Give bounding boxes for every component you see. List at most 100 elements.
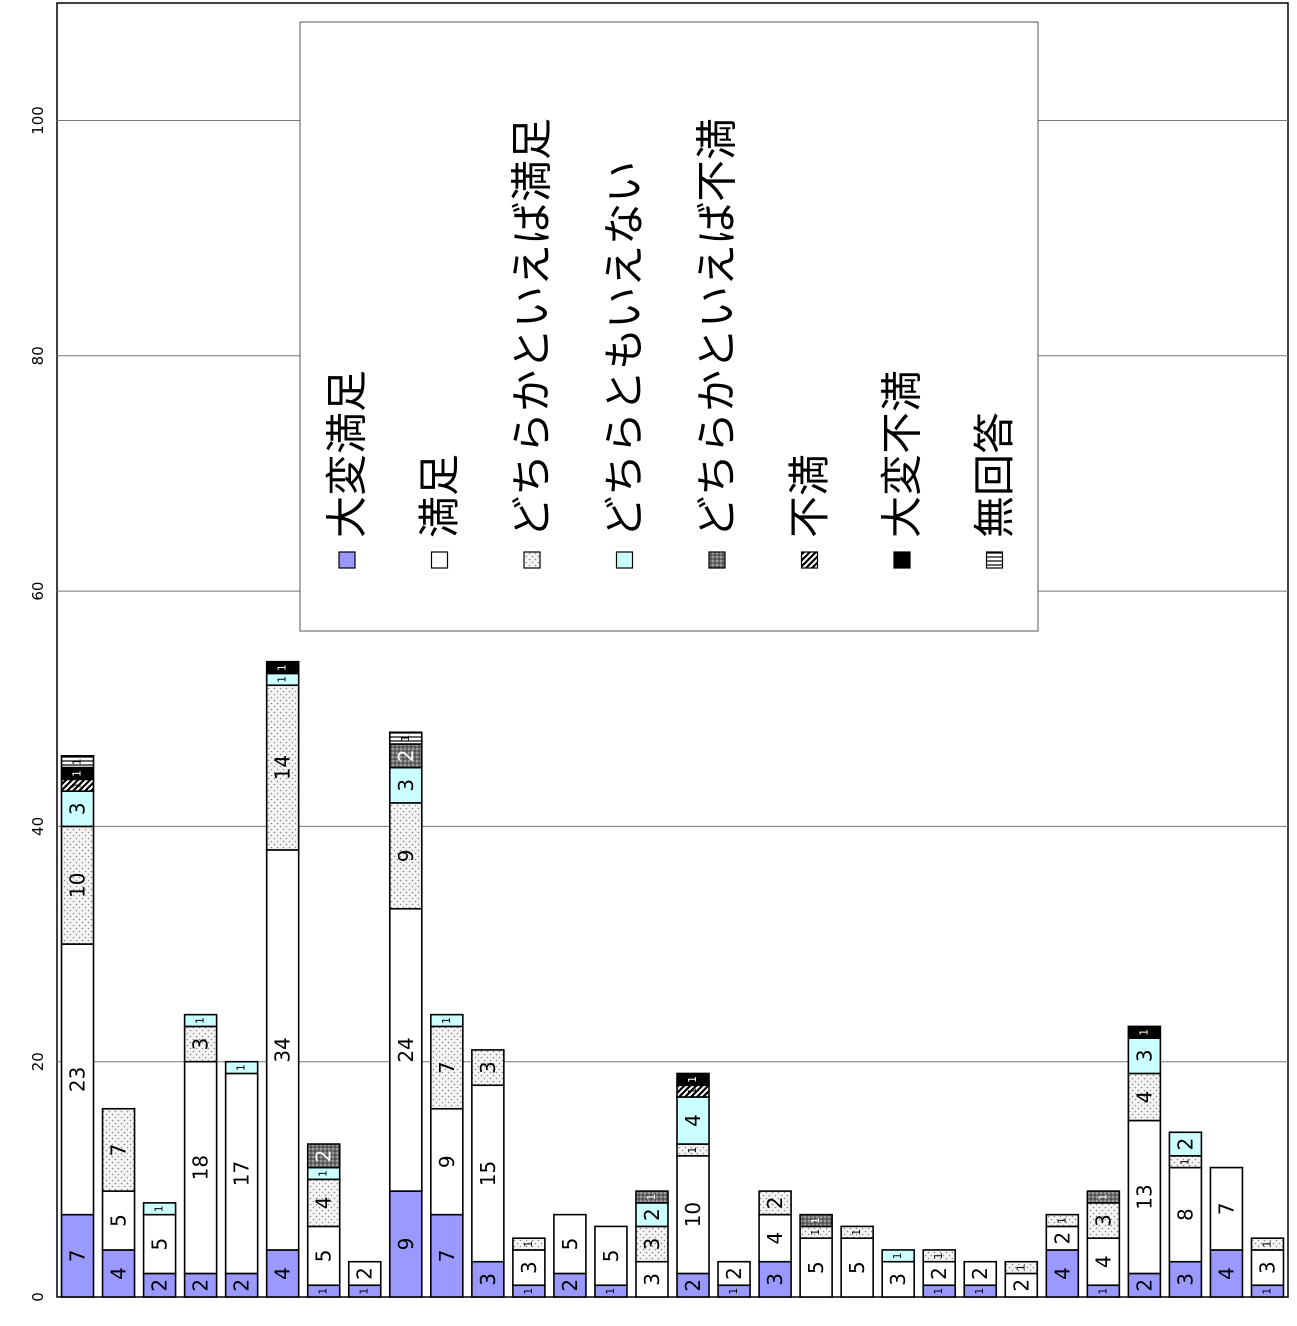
y-tick-label: 0 (29, 1292, 47, 1302)
bar-data-label: 1 (277, 664, 289, 671)
bar-data-label: 1 (72, 782, 84, 789)
legend-item: どちらかといえば満足 (508, 118, 557, 569)
bar-data-label: 1 (195, 1017, 207, 1024)
legend-item: 無回答 (970, 412, 1019, 569)
bar-segment (430, 1107, 464, 1216)
bar-segment (758, 1213, 792, 1263)
bar-stack: 21 (1004, 1260, 1039, 1298)
bar-data-label: 3 (886, 1273, 910, 1286)
bar-data-label: 17 (230, 1161, 254, 1186)
bar-stack: 1 3 1 (1250, 1237, 1285, 1298)
bar-segment (717, 1260, 751, 1287)
bar-data-label: 7 (1214, 1202, 1238, 1215)
bar-stack: 4 5 7 (101, 1107, 136, 1298)
bar-stack: 3 4 2 (758, 1190, 792, 1298)
bar-data-label: 1 (154, 1205, 166, 1212)
bar-data-label: 1 (687, 1147, 699, 1154)
bar-data-label: 3 (1255, 1261, 1279, 1274)
bar-data-label: 1 (687, 1088, 699, 1095)
legend-item: 満足 (415, 454, 464, 569)
bar-stack: 1 3 1 (512, 1237, 546, 1298)
bar-segment (265, 1249, 300, 1298)
bar-data-label: 1 (277, 676, 289, 683)
bar-stack: 4 34 14 1 1 (265, 660, 300, 1298)
bar-data-label: 2 (640, 1208, 664, 1221)
bar-segment (265, 849, 300, 1251)
legend-swatch (338, 551, 356, 569)
bar-segment (840, 1225, 874, 1239)
legend-label: 無回答 (970, 412, 1019, 538)
bar-data-label: 5 (107, 1214, 131, 1227)
bar-data-label: 1 (1015, 1264, 1027, 1271)
bar-data-label: 4 (312, 1197, 336, 1210)
bar-segment (183, 1025, 218, 1063)
bar-stack: 2 18 3 1 (183, 1013, 218, 1298)
bar-segment (1127, 1072, 1162, 1122)
bar-data-label: 1 (810, 1229, 822, 1236)
bar-stack: 47 (1209, 1166, 1244, 1298)
bar-stack: 15 (594, 1225, 628, 1298)
legend-item: どちらかといえば不満 (693, 118, 742, 569)
bar-data-label: 4 (271, 1267, 295, 1280)
bar-stack: 2 5 1 (142, 1202, 177, 1298)
bar-segment (881, 1260, 915, 1298)
bar-data-label: 3 (1132, 1049, 1156, 1062)
bar-segment (758, 1260, 792, 1298)
bar-data-label: 5 (599, 1249, 623, 1262)
y-tick-label: 40 (29, 817, 47, 836)
bar-segment (922, 1249, 957, 1263)
bar-data-label: 1 (1261, 1288, 1273, 1295)
bar-data-label: 2 (722, 1267, 746, 1280)
bar-segment (101, 1107, 136, 1192)
bar-segment (224, 1072, 259, 1275)
bar-segment (430, 1213, 464, 1298)
bar-data-label: 9 (394, 849, 418, 862)
bar-segment (758, 1190, 792, 1216)
bar-data-label: 1 (441, 1017, 453, 1024)
bar-data-label: 1 (359, 1288, 371, 1295)
bar-data-label: 10 (66, 872, 90, 897)
bar-data-label: 3 (394, 779, 418, 792)
bar-data-label: 1 (318, 1170, 330, 1177)
bar-segment (840, 1237, 874, 1298)
bar-data-label: 5 (312, 1249, 336, 1262)
bar-data-label: 8 (1173, 1208, 1197, 1221)
legend-label: 不満 (785, 454, 834, 538)
bar-data-label: 3 (517, 1261, 541, 1274)
legend-label: どちらかといえば不満 (693, 118, 742, 538)
bar-segment (183, 1060, 218, 1275)
bar-data-label: 24 (394, 1037, 418, 1062)
y-tick-label: 20 (29, 1052, 47, 1071)
bar-segment (60, 825, 95, 945)
bar-data-label: 1 (851, 1229, 863, 1236)
bar-data-label: 14 (271, 755, 295, 780)
bar-data-label: 1 (605, 1288, 617, 1295)
bar-segment (347, 1260, 382, 1287)
bar-segment (1250, 1237, 1285, 1251)
bar-data-label: 2 (148, 1279, 172, 1292)
legend-swatch (800, 551, 819, 569)
bar-data-label: 2 (1173, 1138, 1197, 1151)
bar-segment (1045, 1213, 1080, 1228)
legend-swatch (985, 551, 1004, 569)
legend-label: 大変不満 (878, 370, 927, 538)
bar-segment (1004, 1260, 1039, 1275)
bar-segment (60, 943, 95, 1216)
bar-segment (963, 1260, 998, 1287)
bar-segment (388, 1190, 423, 1298)
bar-data-label: 1 (400, 735, 412, 742)
bar-segment (1086, 1202, 1121, 1239)
bar-segment (60, 1213, 95, 1298)
bar-data-label: 34 (271, 1037, 295, 1062)
bar-data-label: 1 (1097, 1194, 1109, 1201)
bar-data-label: 2 (927, 1267, 951, 1280)
bar-data-label: 2 (1050, 1232, 1074, 1245)
bar-data-label: 1 (810, 1217, 822, 1224)
bar-data-label: 2 (189, 1279, 213, 1292)
y-tick-label: 100 (29, 106, 47, 135)
bar-segment (1250, 1249, 1285, 1287)
bar-data-label: 1 (892, 1252, 904, 1259)
bar-data-label: 1 (974, 1288, 986, 1295)
bar-data-label: 3 (640, 1238, 664, 1251)
